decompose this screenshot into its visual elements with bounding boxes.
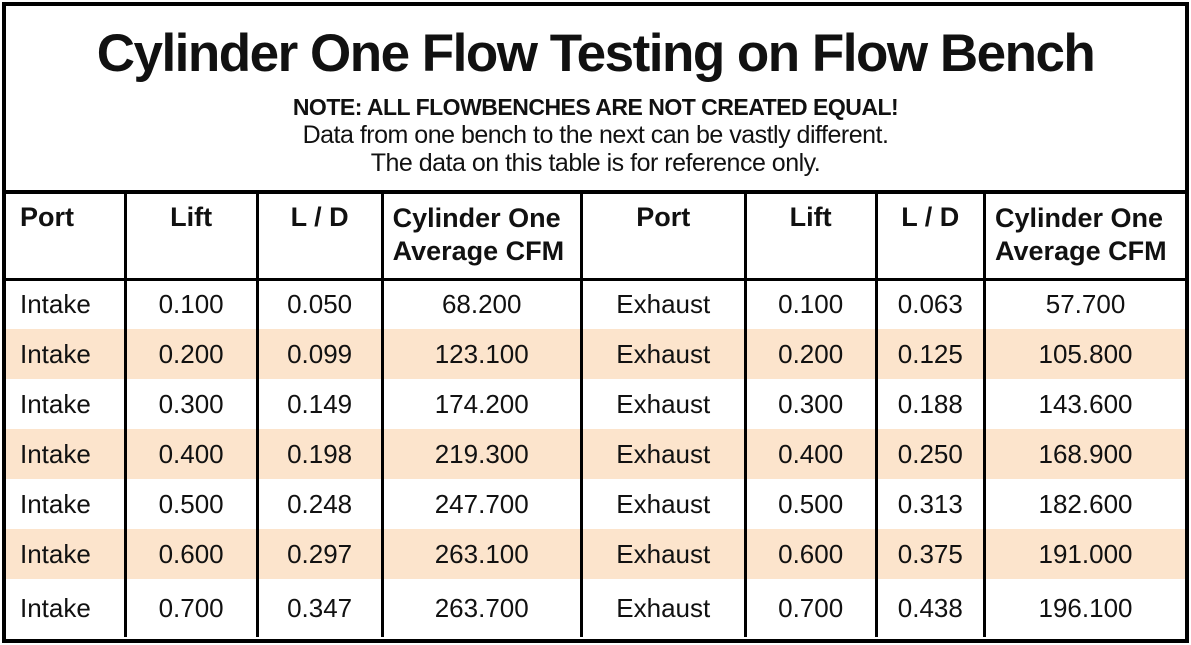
cell-port-exhaust: Exhaust [579, 429, 746, 479]
cell-port-exhaust: Exhaust [579, 529, 746, 579]
cell-port-intake: Intake [6, 429, 126, 479]
cell-port-intake: Intake [6, 329, 126, 379]
cell-port-intake: Intake [20, 488, 91, 519]
cell-port-exhaust: Exhaust [579, 279, 746, 329]
page-title: Cylinder One Flow Testing on Flow Bench [96, 24, 1096, 83]
cell-cfm-intake: 174.200 [380, 379, 582, 429]
cfm-header-line2: Average CFM [995, 235, 1167, 266]
cell-lift-exhaust: 0.100 [743, 279, 877, 329]
cell-cfm-exhaust: 57.700 [983, 279, 1185, 329]
table-row: Intake 0.400 0.198 219.300 Exhaust 0.400… [6, 429, 1185, 479]
cell-lift-intake: 0.700 [123, 579, 258, 637]
cell-cfm-exhaust: 196.100 [983, 579, 1185, 637]
note-line-2: Data from one bench to the next can be v… [302, 121, 889, 150]
cell-port-exhaust: Exhaust [579, 379, 746, 429]
table-row: Intake 0.100 0.050 68.200 Exhaust 0.100 … [6, 279, 1185, 329]
table-row: Intake 0.700 0.347 263.700 Exhaust 0.700… [6, 579, 1185, 637]
table-row: Intake 0.500 0.248 247.700 Exhaust 0.500… [6, 479, 1185, 529]
cell-cfm-exhaust: 143.600 [983, 379, 1185, 429]
column-header-lift-exhaust: Lift [743, 190, 877, 281]
cfm-header-line2: Average CFM [392, 235, 565, 266]
column-header-ld-exhaust: L / D [874, 190, 985, 281]
cell-lift-exhaust: 0.200 [743, 329, 877, 379]
table-row: Intake 0.300 0.149 174.200 Exhaust 0.300… [6, 379, 1185, 429]
cell-cfm-exhaust: 182.600 [983, 479, 1185, 529]
column-header-port-exhaust: Port [579, 190, 746, 281]
cell-cfm-intake: 123.100 [380, 329, 582, 379]
cell-ld-intake: 0.347 [255, 579, 383, 637]
cell-ld-intake: 0.099 [255, 329, 383, 379]
cell-port-intake: Intake [20, 388, 91, 419]
note-line-1: NOTE: ALL FLOWBENCHES ARE NOT CREATED EQ… [292, 93, 899, 120]
cell-ld-intake: 0.248 [255, 479, 383, 529]
cell-port-intake: Intake [20, 592, 91, 623]
cell-ld-exhaust: 0.250 [874, 429, 985, 479]
cell-cfm-intake: 247.700 [380, 479, 582, 529]
cell-lift-intake: 0.100 [123, 279, 258, 329]
cell-ld-exhaust: 0.438 [874, 579, 985, 637]
cell-ld-exhaust: 0.313 [874, 479, 985, 529]
cell-port-exhaust: Exhaust [579, 579, 746, 637]
cell-ld-exhaust: 0.375 [874, 529, 985, 579]
table-row: Intake 0.600 0.297 263.100 Exhaust 0.600… [6, 529, 1185, 579]
cell-lift-exhaust: 0.700 [743, 579, 877, 637]
flow-data-table: Port Lift L / D Cylinder One Average CFM… [6, 190, 1185, 637]
cell-lift-exhaust: 0.600 [743, 529, 877, 579]
cell-ld-intake: 0.198 [255, 429, 383, 479]
column-header-ld-intake: L / D [255, 190, 383, 281]
cell-port-exhaust: Exhaust [579, 479, 746, 529]
cell-cfm-intake: 263.700 [380, 579, 582, 637]
cell-port-intake: Intake [20, 289, 91, 320]
column-header-port-intake: Port [6, 190, 126, 281]
cell-lift-intake: 0.400 [123, 429, 258, 479]
cell-cfm-exhaust: 191.000 [983, 529, 1185, 579]
cell-port-intake: Intake [6, 529, 126, 579]
cell-cfm-exhaust: 105.800 [983, 329, 1185, 379]
cell-cfm-intake: 219.300 [380, 429, 582, 479]
cell-ld-exhaust: 0.188 [874, 379, 985, 429]
cell-lift-exhaust: 0.500 [743, 479, 877, 529]
cell-ld-intake: 0.149 [255, 379, 383, 429]
note-line-3: The data on this table is for reference … [370, 149, 821, 178]
cell-lift-exhaust: 0.400 [743, 429, 877, 479]
title-block: Cylinder One Flow Testing on Flow Bench … [6, 6, 1185, 190]
cell-cfm-exhaust: 168.900 [983, 429, 1185, 479]
cell-lift-intake: 0.500 [123, 479, 258, 529]
cell-cfm-intake: 68.200 [380, 279, 582, 329]
cfm-header-line1: Cylinder One [392, 203, 561, 233]
column-header-cfm-exhaust: Cylinder One Average CFM [983, 190, 1185, 281]
column-header-lift-intake: Lift [123, 190, 258, 281]
cell-ld-exhaust: 0.125 [874, 329, 985, 379]
cfm-header-line1: Cylinder One [995, 203, 1164, 233]
column-header-cfm-intake: Cylinder One Average CFM [380, 190, 582, 281]
cell-ld-exhaust: 0.063 [874, 279, 985, 329]
cell-lift-intake: 0.300 [123, 379, 258, 429]
cell-ld-intake: 0.050 [255, 279, 383, 329]
table-row: Intake 0.200 0.099 123.100 Exhaust 0.200… [6, 329, 1185, 379]
cell-ld-intake: 0.297 [255, 529, 383, 579]
cell-lift-intake: 0.200 [123, 329, 258, 379]
cell-port-exhaust: Exhaust [579, 329, 746, 379]
cell-lift-exhaust: 0.300 [743, 379, 877, 429]
header-row: Port Lift L / D Cylinder One Average CFM… [6, 190, 1185, 281]
cell-cfm-intake: 263.100 [380, 529, 582, 579]
cell-lift-intake: 0.600 [123, 529, 258, 579]
